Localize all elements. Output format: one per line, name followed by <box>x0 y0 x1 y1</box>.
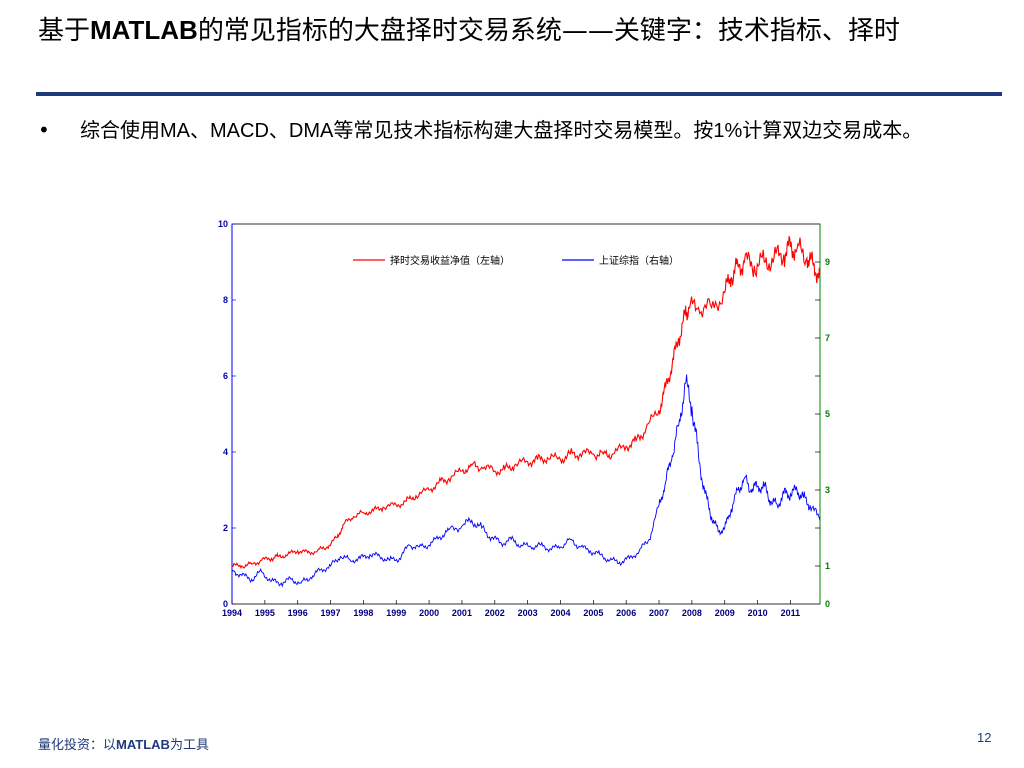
legend-label: 上证综指（右轴） <box>599 254 679 267</box>
x-tick-label: 1996 <box>288 608 308 618</box>
x-tick-label: 1997 <box>321 608 341 618</box>
left-tick-label: 2 <box>223 523 228 533</box>
series-line-net-value <box>231 236 821 569</box>
x-tick-label: 2000 <box>419 608 439 618</box>
title-text-rest: 的常见指标的大盘择时交易系统——关键字：技术指标、择时 <box>197 16 900 46</box>
right-tick-label: 7000 <box>825 333 830 343</box>
page-number: 12 <box>977 730 992 745</box>
x-tick-label: 2004 <box>550 608 570 618</box>
dual-axis-line-chart: 1994 1995 1996 1997 1998 1999 2000 2001 2002 2003… <box>218 219 830 618</box>
left-tick-label: 10 <box>218 219 228 229</box>
x-tick-label: 1999 <box>386 608 406 618</box>
slide-title: 基于MATLAB的常见指标的大盘择时交易系统——关键字：技术指标、择时 <box>38 14 988 48</box>
title-divider <box>36 92 1002 96</box>
right-tick-label: 3000 <box>825 485 830 495</box>
bullet-marker: • <box>38 118 50 142</box>
legend-label: 择时交易收益净值（左轴） <box>390 254 510 267</box>
left-tick-label: 8 <box>223 295 228 305</box>
right-tick-label: 1000 <box>825 561 830 571</box>
right-tick-label: 9000 <box>825 257 830 267</box>
x-tick-label: 1994 <box>222 608 242 618</box>
left-tick-label: 0 <box>223 599 228 609</box>
title-text: 基于 <box>38 16 91 46</box>
bullet-text: 综合使用MA、MACD、DMA等常见技术指标构建大盘择时交易模型。按1%计算双边… <box>80 118 923 142</box>
x-tick-label: 2003 <box>518 608 538 618</box>
right-tick-label: 0 <box>825 599 830 609</box>
plot-area <box>231 223 821 605</box>
x-tick-label: 2001 <box>452 608 472 618</box>
x-tick-label: 2010 <box>748 608 768 618</box>
footer: 量化投资：以MATLAB为工具 <box>38 737 209 753</box>
series-line-index <box>231 374 821 588</box>
x-tick-label: 1998 <box>353 608 373 618</box>
x-tick-label: 2008 <box>682 608 702 618</box>
title-text-latin: MATLAB <box>90 15 198 45</box>
x-tick-label: 2011 <box>781 608 801 618</box>
x-tick-label: 2002 <box>485 608 505 618</box>
left-tick-label: 6 <box>223 371 228 381</box>
right-tick-label: 5000 <box>825 409 830 419</box>
x-tick-label: 2007 <box>649 608 669 618</box>
x-tick-label: 2009 <box>715 608 735 618</box>
left-tick-label: 4 <box>223 447 228 457</box>
x-tick-label: 2005 <box>583 608 603 618</box>
x-tick-label: 1995 <box>255 608 275 618</box>
x-tick-label: 2006 <box>616 608 636 618</box>
